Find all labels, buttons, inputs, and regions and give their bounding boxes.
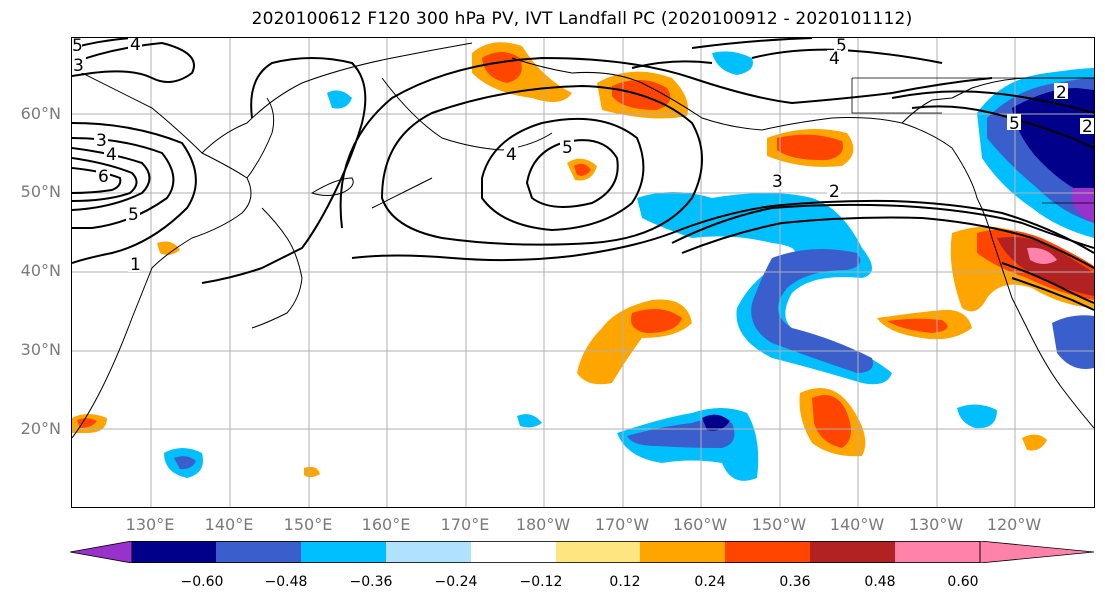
lon-label-130e: 130°E <box>125 515 175 534</box>
anomaly-positive-core <box>777 134 843 161</box>
anomaly-negative-region <box>327 90 352 109</box>
contour-label: 5 <box>562 138 573 158</box>
lon-label-140e: 140°E <box>204 515 254 534</box>
anomaly-negative-core <box>751 249 873 373</box>
map-panel: 5 4 3 3 4 6 5 1 5 4 3 2 5 4 <box>71 37 1095 508</box>
anomaly-positive-region <box>157 241 180 255</box>
colorbar-bin <box>810 541 895 563</box>
anomaly-positive-core <box>887 318 948 333</box>
contour-label: 2 <box>829 182 840 202</box>
anomaly-negative-region <box>517 414 542 428</box>
graticule <box>72 38 1094 507</box>
contour-label: 2 <box>1056 83 1067 103</box>
contour-label: 4 <box>106 145 117 165</box>
anomaly-negative-region <box>957 404 997 429</box>
anomaly-positive-extreme <box>1027 247 1057 264</box>
colorbar <box>70 541 1095 563</box>
colorbar-bin <box>471 541 556 563</box>
anomaly-positive-region <box>577 299 692 385</box>
anomaly-positive-strong <box>997 237 1094 296</box>
coastlines <box>72 42 1094 439</box>
lon-label-170w: 170°W <box>594 515 650 534</box>
shaded-field-layer <box>72 42 1094 481</box>
anomaly-negative-extreme <box>1072 188 1094 223</box>
lon-label-150w: 150°W <box>751 515 807 534</box>
anomaly-positive-core <box>574 163 591 176</box>
lat-label-20n: 20°N <box>20 419 61 438</box>
lon-label-130w: 130°W <box>908 515 964 534</box>
contour-label: 5 <box>836 38 847 56</box>
anomaly-negative-strong <box>1012 88 1094 198</box>
anomaly-positive-core <box>77 418 97 428</box>
lat-label-40n: 40°N <box>20 261 61 280</box>
colorbar-tick-label: 0.36 <box>779 574 811 590</box>
colorbar-tick-label: −0.36 <box>349 574 393 590</box>
lat-label-60n: 60°N <box>20 104 61 123</box>
contour-label: 4 <box>506 145 517 165</box>
lon-label-120w: 120°W <box>986 515 1042 534</box>
colorbar-tick-label: −0.24 <box>434 574 478 590</box>
colorbar-bin <box>386 541 471 563</box>
contour-label: 1 <box>130 255 141 275</box>
colorbar-bin <box>895 541 980 563</box>
contour-label: 5 <box>128 205 139 225</box>
colorbar-extend-min <box>70 541 133 563</box>
anomaly-negative-region <box>1052 315 1094 369</box>
anomaly-negative-core <box>174 456 196 470</box>
contour-label: 5 <box>72 38 83 56</box>
lon-label-170e: 170°E <box>440 515 490 534</box>
lon-label-160e: 160°E <box>361 515 411 534</box>
anomaly-positive-region <box>304 466 320 478</box>
contour-label: 3 <box>73 56 84 76</box>
contour-label: 3 <box>772 172 783 192</box>
contour-label: 5 <box>1009 114 1020 134</box>
colorbar-bin <box>216 541 301 563</box>
colorbar-tick-label: 0.12 <box>609 574 641 590</box>
colorbar-bin <box>301 541 386 563</box>
lat-label-50n: 50°N <box>20 182 61 201</box>
colorbar-tick-label: −0.48 <box>264 574 308 590</box>
colorbar-bin <box>132 541 216 563</box>
contour-label: 4 <box>829 49 840 69</box>
lon-label-140w: 140°W <box>829 515 885 534</box>
contour-label-layer: 5 4 3 3 4 6 5 1 5 4 3 2 5 4 <box>72 38 1094 275</box>
colorbar-bin <box>640 541 725 563</box>
contour-label: 3 <box>96 131 107 151</box>
colorbar-tick-label: −0.60 <box>180 574 224 590</box>
anomaly-positive-region <box>472 42 572 102</box>
contour-label: 2 <box>1082 117 1093 137</box>
colorbar-tick-label: −0.12 <box>519 574 563 590</box>
colorbar-tick-label: 0.60 <box>947 574 979 590</box>
pv-contours <box>72 38 1094 311</box>
anomaly-positive-core <box>812 395 851 448</box>
lon-label-150e: 150°E <box>283 515 333 534</box>
lon-label-160w: 160°W <box>672 515 728 534</box>
colorbar-tick-label: 0.24 <box>694 574 726 590</box>
lon-label-180w: 180°W <box>515 515 571 534</box>
map-title: 2020100612 F120 300 hPa PV, IVT Landfall… <box>251 9 913 29</box>
lat-label-30n: 30°N <box>20 340 61 359</box>
contour-label: 4 <box>130 38 141 55</box>
anomaly-positive-region <box>1022 434 1047 451</box>
anomaly-negative-region <box>712 51 753 75</box>
colorbar-bin <box>556 541 640 563</box>
colorbar-bin <box>725 541 810 563</box>
colorbar-tick-label: 0.48 <box>864 574 896 590</box>
contour-label: 6 <box>98 167 109 187</box>
colorbar-outline <box>131 541 981 563</box>
colorbar-extend-max <box>979 541 1095 563</box>
map-canvas: 5 4 3 3 4 6 5 1 5 4 3 2 5 4 <box>72 38 1094 507</box>
anomaly-positive-core <box>631 309 682 333</box>
anomaly-negative-core <box>702 414 730 431</box>
